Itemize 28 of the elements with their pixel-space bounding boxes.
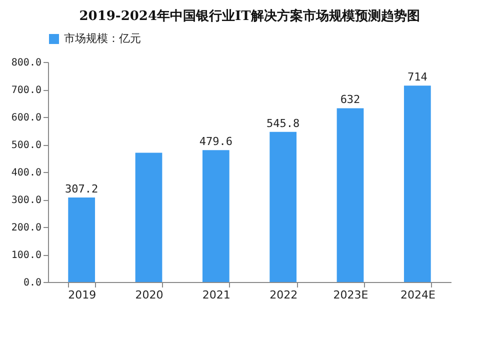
y-tick-label: 800.0 [11, 58, 42, 68]
text: 632 [340, 93, 360, 106]
bar [68, 198, 96, 282]
text: 307.2 [65, 182, 98, 196]
chart-title: 2019-2024年中国银行业IT解决方案市场规模预测趋势图 [79, 8, 420, 24]
text: 714 [407, 70, 428, 84]
y-tick-label: 400.0 [11, 168, 42, 178]
y-tick-label: 200.0 [11, 222, 42, 234]
x-tick-label: 2022 [270, 288, 298, 302]
bar [336, 108, 364, 282]
bar [270, 132, 297, 282]
x-tick-label: 2020 [135, 288, 164, 302]
y-tick-label: 600.0 [11, 112, 42, 124]
bar [135, 152, 162, 282]
y-tick-label: 0.0 [23, 278, 42, 288]
text: 545.8 [266, 116, 300, 130]
x-tick-label: 2023E [333, 288, 368, 302]
y-tick-label: 100.0 [11, 250, 42, 261]
text: 479.6 [199, 135, 232, 148]
x-tick-label: 2019 [68, 288, 96, 302]
y-tick-label: 300.0 [11, 195, 42, 206]
x-tick-label: 2024E [400, 288, 436, 302]
bar [202, 150, 230, 282]
y-tick-label: 700.0 [11, 85, 42, 96]
bar [404, 86, 431, 282]
x-tick-label: 2021 [202, 288, 230, 302]
y-tick-label: 500.0 [11, 140, 42, 151]
legend-label: 市场规模：亿元 [64, 32, 141, 45]
